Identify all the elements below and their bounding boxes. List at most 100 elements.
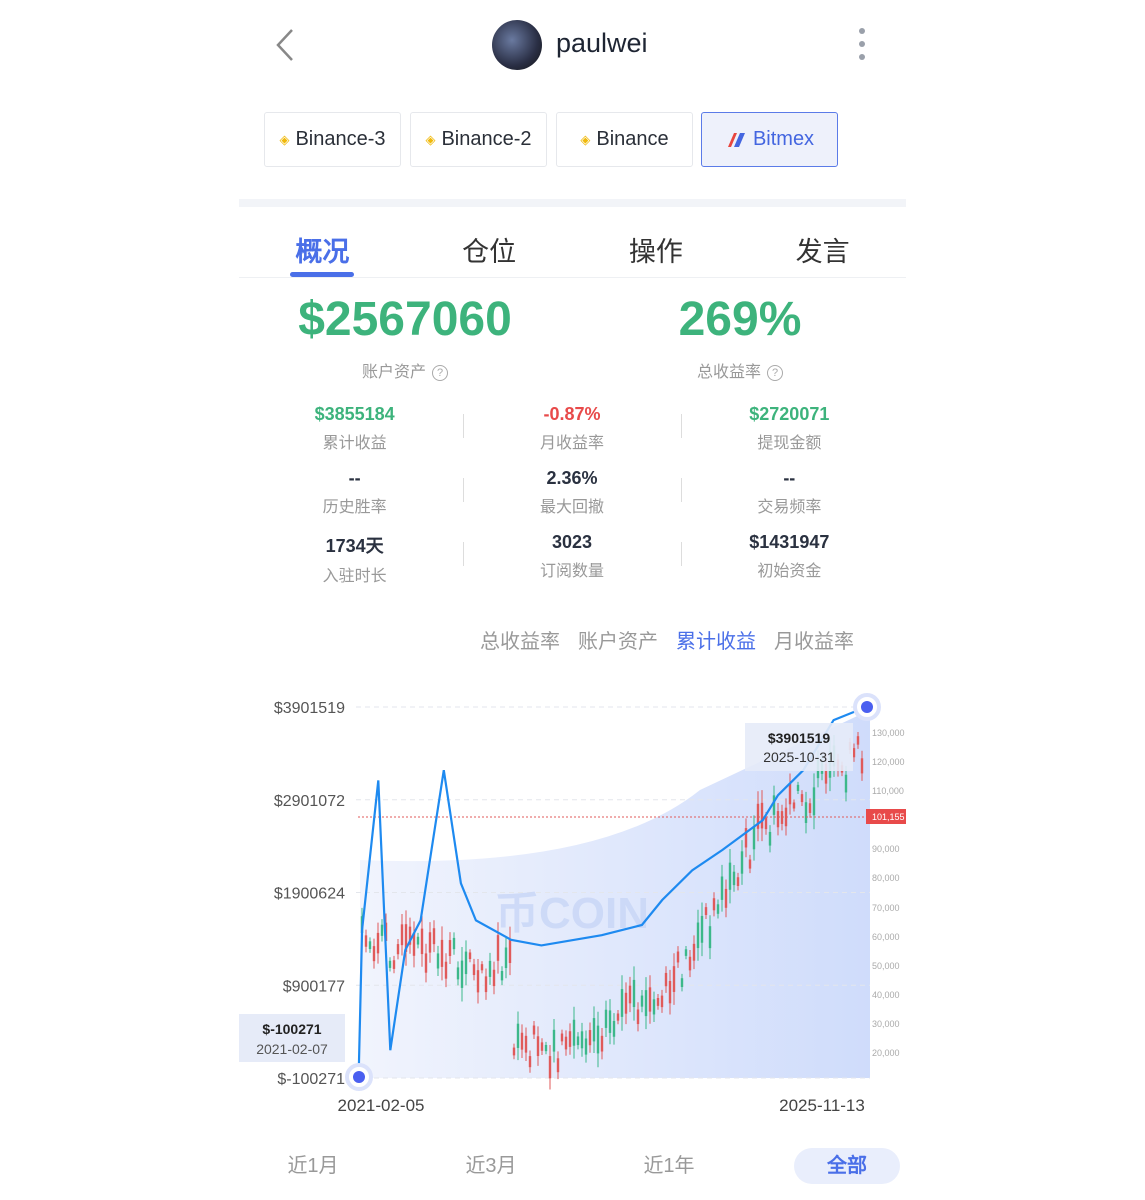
candle-body — [696, 922, 700, 949]
help-icon[interactable]: ? — [432, 365, 448, 381]
candle-body — [672, 966, 676, 992]
cumulative-profit-chart[interactable]: $3901519 $2901072 $1900624 $900177 $-100271 币… — [0, 680, 1145, 1130]
candle-body — [788, 783, 792, 805]
tab-operations[interactable]: 操作 — [628, 237, 683, 267]
y-tick-label: $900177 — [283, 978, 345, 995]
exchange-tab-binance-3[interactable]: ◈ Binance-3 — [264, 112, 401, 167]
stat-value: -- — [783, 468, 796, 488]
candle-body — [592, 1018, 596, 1042]
candle-body — [472, 964, 476, 976]
candle-body — [772, 795, 776, 815]
price-axis-label: 110,000 — [872, 786, 904, 796]
back-icon[interactable] — [272, 28, 302, 62]
stat: $1431947 初始资金 — [680, 528, 898, 592]
candle-body — [752, 826, 756, 850]
tab-positions[interactable]: 仓位 — [462, 237, 517, 267]
candle-body — [500, 970, 504, 981]
candle-body — [448, 940, 452, 956]
stat-value: $3855184 — [314, 404, 395, 424]
candle-body — [844, 774, 848, 793]
chart-tab-assets[interactable]: 账户资产 — [578, 631, 658, 653]
candle-body — [396, 944, 400, 955]
range-1m[interactable]: 近1月 — [287, 1155, 339, 1177]
candle-body — [412, 932, 416, 956]
stat: -- 交易频率 — [680, 464, 898, 528]
candle-body — [496, 935, 500, 961]
stat: 2.36% 最大回撤 — [463, 464, 680, 528]
divider — [239, 199, 906, 207]
last-price-label: 101,155 — [872, 812, 905, 822]
candle-body — [612, 1020, 616, 1037]
candle-body — [544, 1044, 548, 1052]
stat-value: -- — [348, 468, 361, 488]
chart-tab-monthly-return[interactable]: 月收益率 — [774, 631, 854, 653]
candle-body — [800, 794, 804, 803]
price-axis-label: 40,000 — [872, 990, 900, 1000]
price-axis-label: 120,000 — [872, 757, 905, 767]
candle-body — [492, 969, 496, 987]
candle-body — [524, 1035, 528, 1053]
range-selector: 近1月 近3月 近1年 全部 — [260, 1148, 900, 1184]
tooltip-max-value: $3901519 — [768, 730, 831, 746]
candle-body — [824, 763, 828, 784]
candle-body — [652, 999, 656, 1015]
candle-body — [740, 851, 744, 874]
candle-body — [512, 1047, 516, 1056]
candle-body — [792, 802, 796, 809]
exchange-tab-binance-2[interactable]: ◈ Binance-2 — [410, 112, 547, 167]
more-vertical-icon[interactable] — [852, 28, 872, 62]
price-axis-label: 20,000 — [872, 1048, 900, 1058]
candle-body — [780, 811, 784, 824]
candle-body — [720, 876, 724, 900]
candle-body — [620, 989, 624, 1017]
help-icon[interactable]: ? — [767, 365, 783, 381]
candle-body — [436, 953, 440, 969]
price-axis-label: 60,000 — [872, 932, 900, 942]
candle-body — [532, 1025, 536, 1035]
chart-tab-total-return[interactable]: 总收益率 — [480, 631, 560, 653]
price-axis-label: 130,000 — [872, 728, 905, 738]
exchange-tab-binance[interactable]: ◈ Binance — [556, 112, 693, 167]
account-assets-value: $2567060 — [298, 293, 512, 346]
stat: $3855184 累计收益 — [246, 400, 463, 464]
stat-label: 提现金额 — [757, 435, 822, 452]
candle-body — [676, 951, 680, 963]
bitmex-icon — [727, 132, 745, 147]
candle-body — [520, 1032, 524, 1050]
range-all[interactable]: 全部 — [794, 1148, 900, 1184]
stats-grid: $3855184 累计收益 -0.87% 月收益率 $2720071 提现金额 -- 历… — [246, 400, 898, 592]
stat-value: $1431947 — [749, 532, 830, 552]
chart-tab-cumulative-profit[interactable]: 累计收益 — [676, 631, 756, 653]
candle-body — [456, 967, 460, 980]
min-marker — [353, 1071, 365, 1083]
candle-body — [856, 736, 860, 745]
price-axis-label: 50,000 — [872, 961, 900, 971]
label: 账户资产 — [361, 364, 426, 381]
candle-body — [560, 1033, 564, 1042]
candle-body — [640, 995, 644, 1007]
candle-body — [548, 1056, 552, 1079]
candle-body — [476, 970, 480, 993]
range-1y[interactable]: 近1年 — [643, 1155, 695, 1177]
y-tick-label: $-100271 — [277, 1071, 345, 1088]
max-marker — [861, 701, 873, 713]
tab-posts[interactable]: 发言 — [795, 237, 850, 267]
exchange-label: Binance-3 — [295, 128, 386, 150]
tab-overview[interactable]: 概况 — [239, 226, 406, 277]
candle-body — [536, 1036, 540, 1056]
username: paulwei — [556, 28, 648, 58]
stat-label: 历史胜率 — [322, 499, 387, 516]
range-3m[interactable]: 近3月 — [465, 1155, 517, 1177]
candle-body — [796, 784, 800, 791]
candle-body — [812, 787, 816, 816]
candle-body — [508, 938, 512, 963]
x-tick-label: 2025-11-13 — [779, 1096, 865, 1115]
candle-body — [616, 1013, 620, 1021]
candle-body — [684, 949, 688, 956]
exchange-tab-bitmex[interactable]: Bitmex — [701, 112, 838, 167]
cumulative-profit-line — [357, 705, 867, 1079]
stat-label: 入驻时长 — [322, 568, 387, 585]
stat: -- 历史胜率 — [246, 464, 463, 528]
candle-body — [584, 1038, 588, 1055]
candle-body — [416, 936, 420, 945]
